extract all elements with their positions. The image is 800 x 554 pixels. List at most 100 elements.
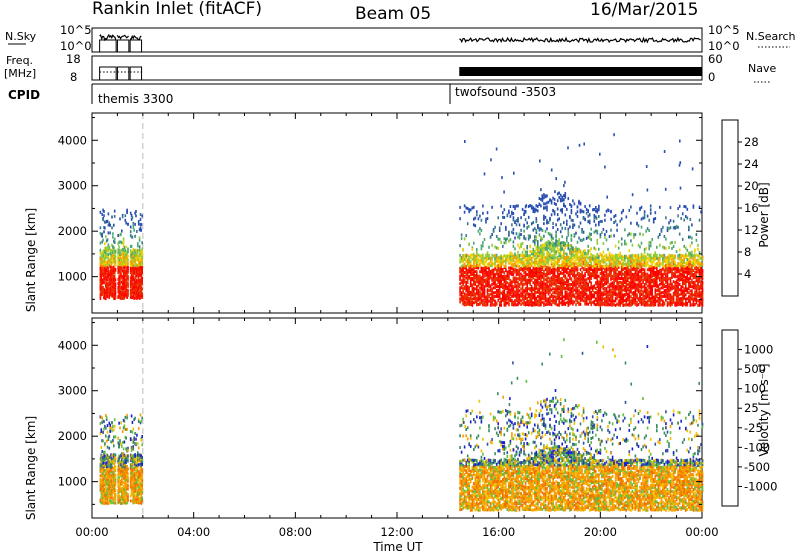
power-cell [678, 248, 681, 252]
power-cell [649, 303, 652, 307]
power-cell [538, 203, 541, 206]
power-cell [113, 276, 116, 280]
power-cell [602, 250, 605, 254]
power-cell [631, 280, 634, 284]
power-cell [697, 287, 699, 291]
power-cell [596, 274, 599, 278]
power-cell [544, 278, 547, 282]
power-cell [121, 247, 124, 251]
power-cell [688, 295, 690, 299]
power-cell [605, 297, 608, 301]
power-cell [569, 256, 571, 260]
power-cell [666, 258, 669, 262]
power-cell [546, 277, 548, 281]
power-cell [491, 268, 493, 272]
power-cell [544, 229, 547, 233]
power-cell [590, 258, 592, 262]
power-cell [517, 286, 519, 290]
power-cell [505, 278, 507, 282]
power-cell [587, 297, 589, 301]
power-cell [662, 274, 664, 278]
power-cell [119, 258, 121, 262]
power-cell [587, 220, 589, 224]
power-cell [462, 287, 464, 291]
power-cell [584, 272, 586, 276]
power-cell [593, 270, 596, 273]
power-cell [613, 271, 615, 274]
power-cell [590, 267, 592, 271]
power-cell [675, 297, 678, 301]
power-cell [579, 293, 582, 297]
power-cell [525, 204, 528, 208]
power-cell [585, 281, 588, 285]
power-cell [550, 276, 553, 280]
power-cell [108, 289, 111, 293]
power-cell [526, 273, 528, 277]
power-cell [500, 300, 502, 304]
power-cell [465, 280, 467, 284]
power-cell [675, 300, 678, 304]
power-cell [566, 283, 568, 287]
power-cell [572, 261, 574, 265]
power-cell [570, 262, 573, 266]
power-cell [656, 253, 658, 257]
power-cell [662, 261, 664, 265]
power-cell [139, 226, 142, 230]
power-cell [471, 284, 474, 288]
power-cell [526, 268, 528, 272]
power-cell [136, 252, 138, 256]
power-cell [105, 256, 107, 259]
power-cell [686, 248, 689, 252]
power-cell [534, 297, 536, 301]
power-cell [486, 275, 489, 278]
power-cell [465, 285, 467, 289]
power-cell [598, 295, 600, 299]
power-cell [645, 276, 647, 280]
power-cell [101, 256, 103, 260]
power-cell [483, 268, 486, 272]
power-cell [550, 260, 553, 264]
power-cell [591, 289, 594, 293]
power-cell [118, 253, 120, 256]
power-cell [540, 260, 542, 264]
power-cell [649, 266, 652, 270]
power-cell [563, 264, 565, 267]
power-cell [509, 254, 512, 258]
power-cell [610, 274, 612, 278]
power-cell [587, 252, 589, 256]
power-cell [569, 291, 571, 295]
power-cell [579, 254, 582, 258]
power-cell [681, 254, 684, 258]
power-cell [672, 267, 675, 270]
power-cell [610, 258, 612, 261]
power-cell [569, 288, 571, 292]
power-cell [579, 268, 582, 272]
power-cell [106, 238, 109, 242]
power-cell [559, 254, 562, 258]
power-cell [500, 267, 502, 270]
power-cell [596, 262, 599, 266]
power-cell [585, 302, 588, 306]
power-cell [614, 262, 617, 266]
power-cell [462, 260, 464, 264]
power-cell [138, 238, 141, 242]
power-cell [685, 285, 687, 288]
power-cell [515, 277, 518, 281]
power-cell [511, 254, 513, 258]
power-cell [538, 233, 541, 237]
power-cell [581, 239, 583, 242]
power-cell [550, 288, 553, 292]
power-cell [657, 298, 660, 302]
power-cell [636, 262, 638, 266]
power-cell [117, 286, 119, 289]
power-cell [608, 293, 611, 297]
power-cell [604, 233, 606, 236]
power-cell [663, 268, 666, 272]
power-cell [104, 242, 106, 246]
power-cell [509, 278, 512, 282]
power-cell [633, 254, 635, 258]
freq-unit-label: [MHz] [4, 67, 36, 80]
power-cell [611, 284, 614, 288]
power-cell [555, 300, 557, 304]
